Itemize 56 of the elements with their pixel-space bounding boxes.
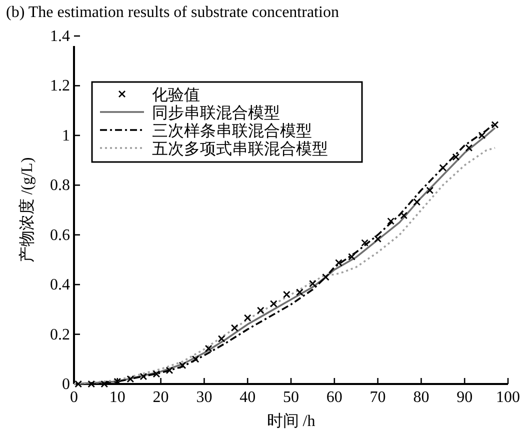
y-tick-label: 0.2: [50, 326, 70, 344]
y-tick-label: 0.6: [50, 226, 70, 244]
point: [282, 290, 290, 298]
x-tick-label: 60: [326, 389, 342, 406]
point: [100, 380, 108, 388]
point: [413, 198, 421, 206]
y-tick-label: 1.4: [50, 28, 70, 45]
point: [152, 370, 160, 378]
point: [465, 144, 473, 152]
x-tick-label: 10: [109, 389, 126, 406]
point: [374, 235, 382, 243]
x-tick-label: 70: [370, 389, 386, 406]
point: [126, 375, 134, 383]
point: [335, 258, 342, 266]
legend-label: 同步串联混合模型: [152, 104, 280, 122]
x-axis-title: 时间 /h: [266, 412, 316, 430]
point: [361, 239, 368, 247]
y-axis-title: 产物浓度 /(g/L): [18, 157, 36, 263]
point: [387, 217, 395, 225]
point: [491, 121, 499, 128]
x-tick-label: 80: [413, 389, 430, 406]
point: [178, 362, 186, 370]
x-tick-label: 30: [196, 389, 212, 406]
point: [400, 212, 408, 220]
x-tick-label: 20: [152, 389, 169, 406]
y-tick-label: 1.2: [50, 78, 70, 95]
point: [452, 153, 460, 161]
point: [256, 306, 264, 314]
point: [478, 132, 486, 140]
point: [230, 324, 238, 332]
point: [204, 344, 212, 352]
legend-label: 化验值: [152, 87, 200, 104]
legend-label: 三次样条串联混合模型: [152, 122, 312, 140]
point: [439, 164, 447, 172]
x-tick-label: 50: [283, 389, 299, 406]
x-tick-label: 90: [456, 389, 473, 406]
point: [270, 300, 278, 308]
point: [218, 335, 226, 342]
point: [192, 355, 200, 363]
legend-label: 五次多项式串联混合模型: [152, 140, 328, 158]
y-tick-label: 1: [62, 127, 70, 144]
point: [166, 366, 174, 374]
point: [348, 253, 356, 260]
point: [88, 380, 96, 388]
x-tick-label: 100: [496, 389, 520, 406]
chart-title: (b) The estimation results of substrate concentration: [6, 4, 339, 21]
point: [244, 314, 252, 322]
y-tick-label: 0.8: [50, 177, 70, 194]
point: [140, 372, 148, 380]
point: [309, 280, 316, 288]
x-tick-label: 40: [240, 389, 256, 406]
point: [426, 186, 434, 194]
y-tick-label: 0.4: [50, 276, 70, 294]
point: [296, 288, 304, 296]
y-tick-label: 0: [62, 376, 70, 393]
point: [322, 273, 330, 281]
